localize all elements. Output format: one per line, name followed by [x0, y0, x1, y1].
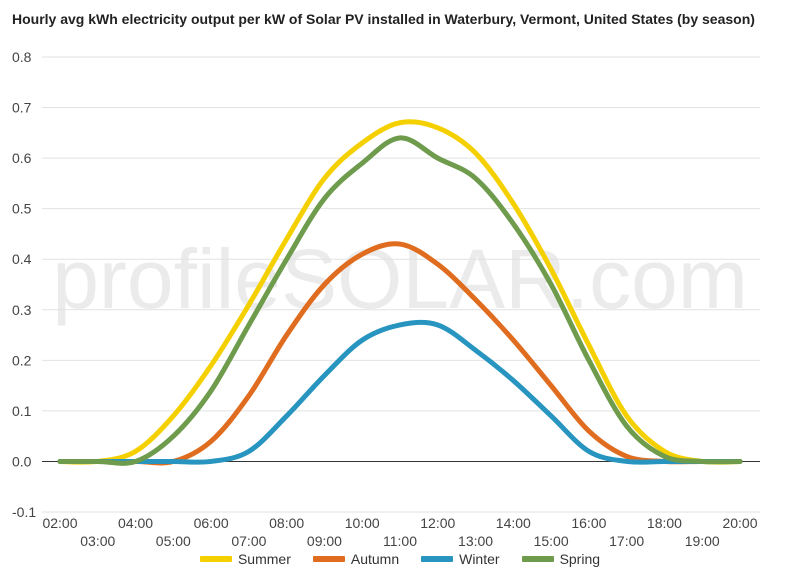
x-tick-label: 03:00	[80, 533, 115, 549]
legend-label: Winter	[459, 551, 500, 567]
x-tick-label: 06:00	[194, 515, 229, 531]
legend-item-autumn[interactable]: Autumn	[312, 550, 400, 568]
series-line-winter	[57, 319, 743, 465]
legend-item-winter[interactable]: Winter	[421, 550, 500, 568]
legend-label: Spring	[559, 551, 601, 567]
x-tick-label: 11:00	[383, 533, 417, 549]
x-tick-label: 20:00	[722, 515, 757, 531]
series-line-spring	[57, 135, 743, 466]
x-tick-label: 18:00	[647, 515, 682, 531]
y-tick-label: 0.3	[12, 302, 32, 318]
y-tick-label: 0.8	[12, 49, 32, 65]
legend-item-spring[interactable]: Spring	[521, 550, 601, 568]
x-tick-label: 02:00	[42, 515, 77, 531]
legend-swatch	[521, 556, 554, 562]
x-tick-label: 19:00	[685, 533, 720, 549]
legend-swatch	[199, 556, 232, 562]
legend: Summer Autumn Winter Spring	[0, 550, 800, 568]
x-tick-label: 05:00	[156, 533, 191, 549]
x-tick-label: 09:00	[307, 533, 342, 549]
x-tick-label: 10:00	[345, 515, 380, 531]
legend-swatch	[421, 556, 454, 562]
y-tick-label: 0.0	[12, 453, 32, 469]
y-tick-label: 0.2	[12, 352, 32, 368]
x-axis-ticks: 02:00 04:00 06:00 08:00 10:00 12:00 14:00 16:00…	[42, 515, 757, 549]
y-tick-label: 0.7	[12, 100, 32, 116]
y-tick-label: -0.1	[12, 504, 36, 520]
y-tick-label: 0.5	[12, 201, 32, 217]
legend-swatch	[312, 556, 345, 562]
x-tick-label: 12:00	[420, 515, 455, 531]
x-tick-label: 08:00	[269, 515, 304, 531]
legend-label: Autumn	[350, 551, 400, 567]
chart-title: Hourly avg kWh electricity output per kW…	[12, 11, 755, 27]
legend-label: Summer	[237, 551, 291, 567]
y-tick-label: 0.6	[12, 150, 32, 166]
x-tick-label: 14:00	[496, 515, 531, 531]
series-lines	[57, 119, 743, 466]
x-tick-label: 16:00	[571, 515, 606, 531]
x-tick-label: 17:00	[609, 533, 644, 549]
y-axis-ticks: 0.8 0.7 0.6 0.5 0.4 0.3 0.2 0.1 0.0 -0.1	[12, 49, 36, 520]
legend-item-summer[interactable]: Summer	[199, 550, 291, 568]
x-tick-label: 15:00	[534, 533, 569, 549]
y-tick-label: 0.1	[12, 403, 32, 419]
x-tick-label: 13:00	[458, 533, 493, 549]
watermark-text: profileSOLAR.com	[52, 232, 748, 326]
y-tick-label: 0.4	[12, 251, 32, 267]
series-line-summer	[57, 119, 743, 465]
x-tick-label: 04:00	[118, 515, 153, 531]
x-tick-label: 07:00	[231, 533, 266, 549]
